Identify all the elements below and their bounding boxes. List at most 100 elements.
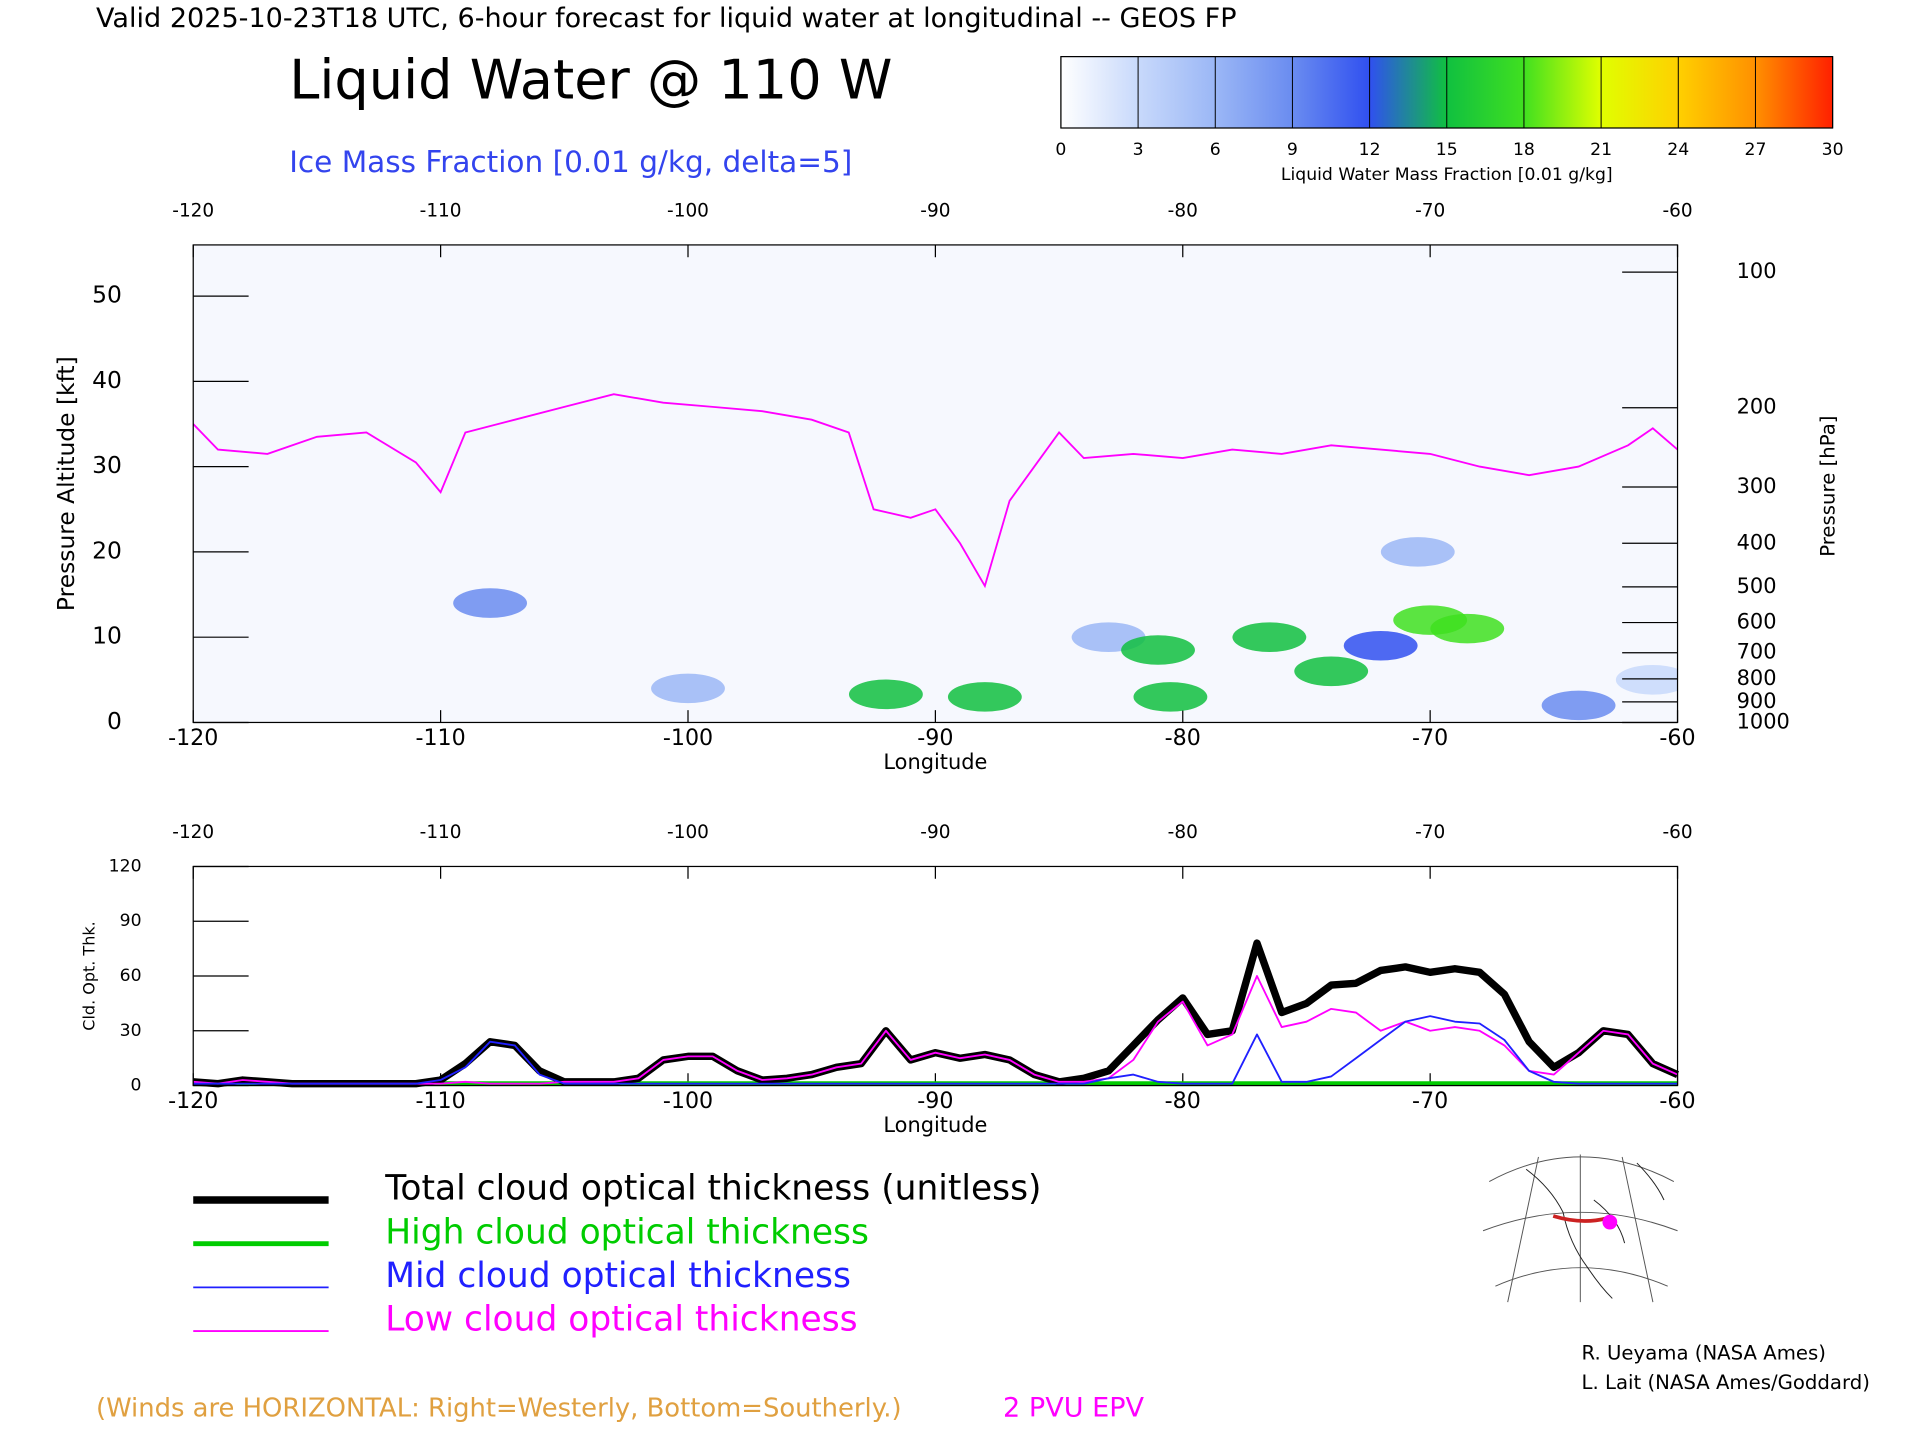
x-tick-label: -70 bbox=[1412, 725, 1448, 751]
x-tick-label: -90 bbox=[917, 1088, 953, 1114]
y-tick-label: 60 bbox=[120, 966, 142, 986]
colorbar-tick-label: 3 bbox=[1133, 140, 1144, 160]
cloud-line bbox=[193, 1015, 1678, 1085]
x-tick-label: -80 bbox=[1165, 1088, 1201, 1114]
x-axis-label: Longitude bbox=[883, 1113, 987, 1137]
cloud-cell bbox=[1133, 682, 1208, 712]
x-tick-label: -80 bbox=[1168, 201, 1198, 222]
x-tick-label: -60 bbox=[1659, 1088, 1695, 1114]
y2-tick-label: 700 bbox=[1737, 640, 1777, 664]
credit: L. Lait (NASA Ames/Goddard) bbox=[1582, 1371, 1870, 1394]
x-axis-label: Longitude bbox=[883, 750, 987, 774]
map-section bbox=[1552, 1214, 1607, 1223]
y-tick-label: 120 bbox=[109, 856, 142, 876]
y-tick-label: 50 bbox=[92, 281, 122, 309]
map-point bbox=[1602, 1214, 1618, 1230]
legend-label: Low cloud optical thickness bbox=[385, 1300, 857, 1340]
x-tick-label: -110 bbox=[420, 201, 462, 222]
y2-tick-label: 500 bbox=[1737, 574, 1777, 598]
y-tick-label: 10 bbox=[92, 622, 122, 650]
colorbar-tick-label: 15 bbox=[1436, 140, 1458, 160]
y2-tick-label: 900 bbox=[1737, 689, 1777, 713]
subtitle: Ice Mass Fraction [0.01 g/kg, delta=5] bbox=[289, 145, 852, 179]
x-tick-label: -110 bbox=[420, 822, 462, 843]
credit: R. Ueyama (NASA Ames) bbox=[1582, 1341, 1826, 1364]
x-tick-label: -70 bbox=[1415, 201, 1445, 222]
x-tick-label: -120 bbox=[172, 201, 214, 222]
x-tick-label: -90 bbox=[920, 201, 950, 222]
x-tick-label: -100 bbox=[667, 201, 709, 222]
y-tick-label: 40 bbox=[92, 366, 122, 394]
colorbar-label: Liquid Water Mass Fraction [0.01 g/kg] bbox=[1281, 165, 1613, 185]
x-tick-label: -80 bbox=[1168, 822, 1198, 843]
x-tick-label: -100 bbox=[667, 822, 709, 843]
legend-label: High cloud optical thickness bbox=[385, 1212, 869, 1252]
cloud-cell bbox=[651, 673, 725, 704]
colorbar-tick-label: 18 bbox=[1513, 140, 1535, 160]
x-tick-label: -110 bbox=[415, 725, 465, 751]
locator-map bbox=[1482, 1154, 1678, 1303]
y2-tick-label: 600 bbox=[1737, 610, 1777, 634]
plot-border bbox=[192, 865, 1679, 1087]
colorbar-tick-label: 30 bbox=[1822, 140, 1844, 160]
x-tick-label: -120 bbox=[172, 822, 214, 843]
x-tick-label: -60 bbox=[1662, 201, 1692, 222]
colorbar-tick-label: 27 bbox=[1744, 140, 1766, 160]
cloud-cell bbox=[1541, 690, 1616, 721]
cloud-cell bbox=[1294, 656, 1369, 687]
map-meridian bbox=[1507, 1154, 1654, 1303]
x-tick-label: -120 bbox=[168, 1088, 218, 1114]
x-tick-label: -110 bbox=[415, 1088, 465, 1114]
epv-line bbox=[193, 393, 1678, 589]
x-tick-label: -70 bbox=[1412, 1088, 1448, 1114]
y-tick-label: 20 bbox=[92, 536, 122, 564]
header: Valid 2025-10-23T18 UTC, 6-hour forecast… bbox=[96, 3, 1237, 34]
y-tick-label: 30 bbox=[120, 1021, 142, 1041]
y2-tick-label: 1000 bbox=[1737, 709, 1790, 733]
y2-axis-label: Pressure [hPa] bbox=[1816, 416, 1839, 557]
y-axis-label: Cld. Opt. Thk. bbox=[79, 921, 98, 1030]
y2-tick-label: 200 bbox=[1737, 395, 1777, 419]
plot-area bbox=[193, 244, 1678, 723]
cloud-cell bbox=[1232, 622, 1307, 652]
cloud-cell bbox=[848, 679, 923, 710]
colorbar-tick-label: 6 bbox=[1210, 140, 1221, 160]
y2-tick-label: 100 bbox=[1737, 259, 1777, 283]
x-tick-label: -100 bbox=[663, 725, 713, 751]
legend-label: Mid cloud optical thickness bbox=[385, 1256, 851, 1296]
cloud-cell bbox=[1393, 605, 1468, 635]
cloud-cell bbox=[453, 588, 528, 618]
y2-tick-label: 800 bbox=[1737, 666, 1777, 690]
colorbar-tick-label: 12 bbox=[1359, 140, 1381, 160]
y-axis-label: Pressure Altitude [kft] bbox=[52, 356, 80, 611]
plot-border bbox=[192, 244, 1679, 724]
chart-title: Liquid Water @ 110 W bbox=[289, 48, 892, 111]
cloud-cell bbox=[1121, 635, 1195, 665]
y-tick-label: 0 bbox=[131, 1076, 142, 1096]
series-label: 2 PVU EPV bbox=[1003, 1393, 1144, 1424]
y-tick-label: 90 bbox=[120, 911, 142, 931]
x-tick-label: -70 bbox=[1415, 822, 1445, 843]
x-tick-label: -120 bbox=[168, 725, 218, 751]
cloud-cell bbox=[947, 682, 1022, 712]
cloud-line bbox=[193, 975, 1678, 1085]
cloud-cell bbox=[1380, 537, 1455, 567]
map-coast bbox=[1525, 1162, 1665, 1299]
y2-tick-label: 400 bbox=[1737, 530, 1777, 554]
y2-tick-label: 300 bbox=[1737, 474, 1777, 498]
x-tick-label: -60 bbox=[1659, 725, 1695, 751]
colorbar-tick-label: 24 bbox=[1667, 140, 1689, 160]
cloud-cell bbox=[1615, 665, 1678, 695]
colorbar-tick-label: 9 bbox=[1287, 140, 1298, 160]
legend-label: Total cloud optical thickness (unitless) bbox=[384, 1169, 1041, 1209]
x-tick-label: -90 bbox=[917, 725, 953, 751]
wind-note: (Winds are HORIZONTAL: Right=Westerly, B… bbox=[96, 1394, 902, 1424]
colorbar-tick-label: 0 bbox=[1055, 140, 1066, 160]
heatmap-layer bbox=[193, 393, 1678, 721]
y-tick-label: 30 bbox=[92, 451, 122, 479]
colorbar-tick-label: 21 bbox=[1590, 140, 1612, 160]
y-tick-label: 0 bbox=[107, 707, 122, 735]
x-tick-label: -90 bbox=[920, 822, 950, 843]
x-tick-label: -80 bbox=[1165, 725, 1201, 751]
